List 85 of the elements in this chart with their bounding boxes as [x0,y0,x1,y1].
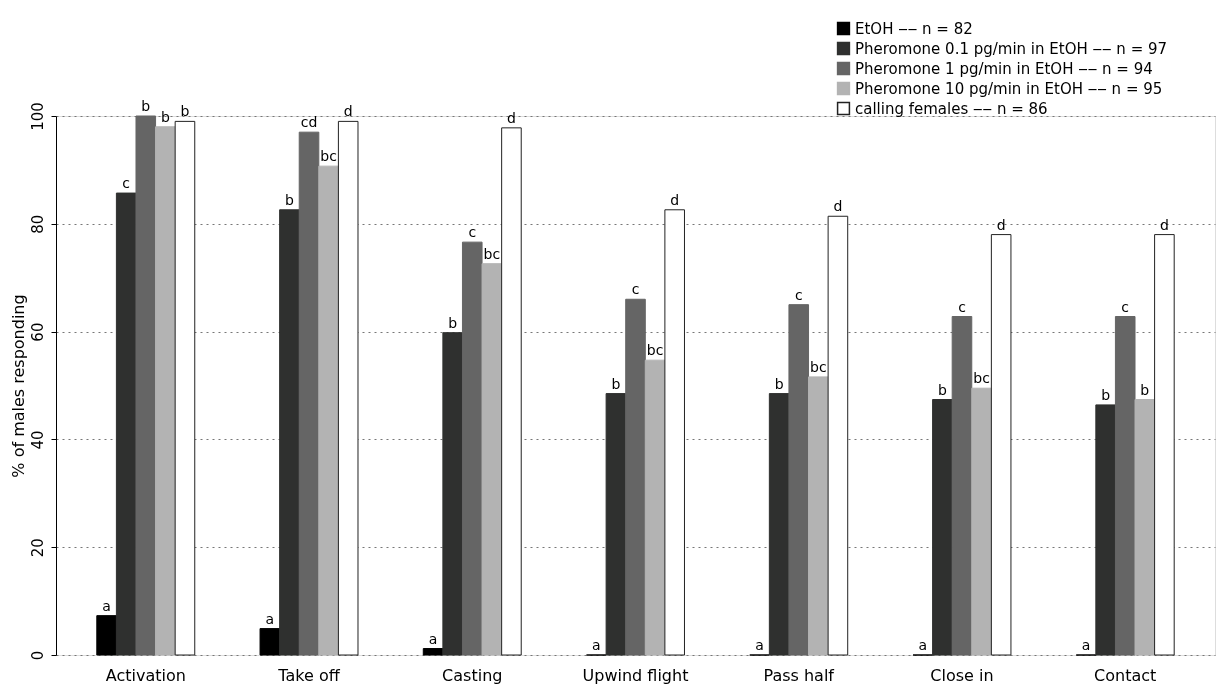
bar [155,126,176,656]
legend-label: Pheromone 0.1 pg/min in EtOH ‒‒ n = 97 [855,39,1168,58]
bar [135,115,157,656]
data-label: a [755,637,764,653]
legend-label: EtOH ‒‒ n = 82 [855,19,973,38]
legend-label: calling females ‒‒ n = 86 [855,99,1048,118]
data-label: c [631,281,640,298]
data-label: bc [810,358,827,375]
data-label: bc [646,342,664,359]
bar [644,359,666,656]
data-label: d [343,103,353,120]
bar [298,131,320,656]
bar [664,209,685,656]
x-tick-label: Pass half [763,665,835,685]
x-tick-label: Close in [930,665,994,685]
bar [501,127,522,656]
bar [625,298,646,656]
data-label: b [611,375,621,392]
x-tick-label: Upwind flight [582,665,689,685]
bar [1154,234,1175,656]
data-label: c [468,224,477,241]
data-label: a [102,597,111,614]
y-axis-title: % of males responding [8,294,28,478]
bar [932,399,953,656]
data-label: b [1140,381,1150,398]
legend-label: Pheromone 10 pg/min in EtOH ‒‒ n = 95 [855,79,1163,98]
bar [259,628,281,656]
data-label: cd [300,114,318,131]
data-label: d [996,216,1006,233]
bar [174,120,196,656]
data-label: a [1081,637,1091,653]
data-label: b [284,191,294,208]
bar [605,393,627,656]
y-tick-label: 80 [28,214,47,234]
data-label: d [670,191,680,208]
x-tick-label: Contact [1094,665,1157,685]
x-tick-label: Take off [277,665,341,685]
bar [1134,399,1156,656]
x-tick-label: Casting [442,665,503,685]
data-label: c [794,286,803,303]
data-label: d [506,109,516,126]
y-tick-label: 40 [28,430,47,450]
bar [318,165,339,656]
bar [827,215,849,656]
bar [422,648,444,656]
data-label: b [160,108,170,125]
data-label: a [592,637,601,653]
data-label: bc [483,245,501,262]
data-label: b [448,314,458,331]
bar [808,376,829,656]
data-label: c [1121,298,1130,315]
legend-label: Pheromone 1 pg/min in EtOH ‒‒ n = 94 [855,59,1153,78]
data-label: a [428,630,438,647]
bar [279,209,300,656]
bar [768,393,790,656]
data-label: a [265,610,275,627]
bar [990,234,1012,656]
x-tick-label: Activation [105,665,186,685]
y-tick-label: 0 [28,650,47,661]
data-label: d [833,198,843,215]
y-tick-label: 100 [28,102,47,131]
bar [96,615,117,656]
y-tick-label: 20 [28,538,47,558]
data-label: a [918,637,928,653]
data-label: d [1159,216,1169,233]
bar [1114,316,1136,656]
bar [461,241,483,656]
data-label: bc [320,148,337,165]
data-label: b [937,381,947,398]
bar [951,316,973,656]
data-label: b [774,375,784,392]
bar [115,192,137,656]
data-label: c [122,175,131,192]
data-label: b [180,103,190,120]
bar [788,304,810,656]
bar [971,387,992,656]
bar [1095,404,1116,656]
data-label: b [141,98,151,114]
bar [337,120,359,656]
data-label: c [958,298,966,315]
data-label: b [1101,386,1111,403]
y-tick-label: 60 [28,322,47,342]
bar [481,263,503,656]
bar [442,332,463,656]
data-label: bc [973,370,990,387]
